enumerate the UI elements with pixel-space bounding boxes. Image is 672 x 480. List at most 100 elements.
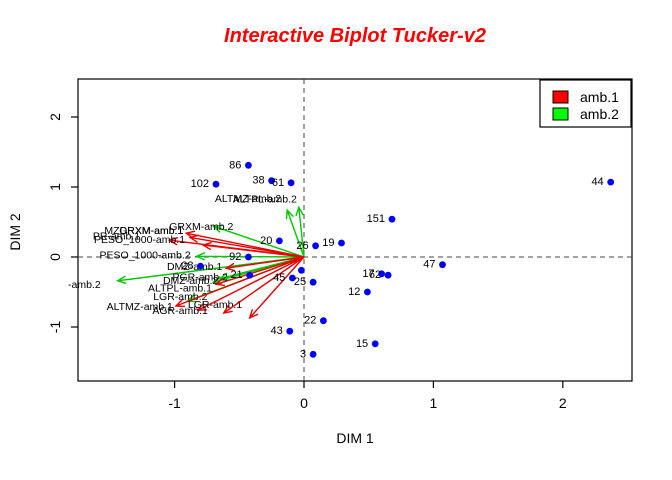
arrow-label: PESO_1000-amb.2 bbox=[100, 249, 191, 261]
data-point bbox=[246, 271, 254, 279]
point-label: 26 bbox=[296, 240, 308, 252]
arrowhead-icon bbox=[222, 304, 233, 314]
arrow-label: DMZ-amb.1 bbox=[167, 261, 223, 273]
biplot-arrow bbox=[286, 209, 305, 258]
y-tick-label: 0 bbox=[47, 253, 63, 261]
data-point bbox=[388, 215, 396, 223]
point-label: 86 bbox=[229, 159, 241, 171]
point-label: 62 bbox=[369, 269, 381, 281]
arrow-label: ALTPL-amb.1 bbox=[148, 282, 212, 294]
legend-swatch-amb1 bbox=[552, 90, 569, 104]
arrow-label: ALTPL-amb.2 bbox=[233, 193, 297, 205]
data-point bbox=[439, 261, 446, 269]
arrowhead-icon bbox=[201, 241, 212, 251]
arrowhead-icon bbox=[218, 272, 229, 281]
data-point bbox=[298, 266, 305, 274]
biplot-arrow bbox=[223, 256, 305, 314]
point-label: 19 bbox=[322, 237, 334, 249]
arrow-label: MZDRXM-amb.1 bbox=[104, 225, 183, 237]
x-tick-label: -1 bbox=[168, 395, 181, 411]
arrow-label: PGR-amb.2 bbox=[172, 272, 228, 284]
arrow-label: PESO_1000-amb.1 bbox=[94, 234, 185, 246]
point-label: 44 bbox=[591, 176, 603, 188]
data-point bbox=[287, 179, 295, 187]
data-point bbox=[245, 253, 252, 261]
data-point bbox=[309, 350, 317, 358]
arrow-label: -amb.2 bbox=[68, 279, 101, 291]
arrowhead-icon bbox=[214, 277, 225, 287]
arrowhead-icon bbox=[167, 236, 179, 246]
x-tick-label: 0 bbox=[300, 395, 308, 411]
data-point bbox=[309, 278, 317, 286]
data-point bbox=[289, 274, 296, 282]
point-label: 61 bbox=[272, 177, 284, 189]
data-point bbox=[384, 271, 392, 279]
data-point bbox=[607, 178, 615, 186]
data-point bbox=[197, 262, 204, 270]
biplot-arrow bbox=[213, 225, 305, 258]
x-tick-label: 2 bbox=[559, 395, 567, 411]
point-label: 17 bbox=[362, 268, 374, 280]
arrow-label: DMZ-amb.2 bbox=[163, 275, 219, 287]
plot-content: -1 0 1 2-1012GRXM-amb.2ALTMZ-amb.2ALTPL-amb… bbox=[47, 79, 632, 411]
arrowhead-icon bbox=[224, 262, 236, 272]
y-tick-label: -1 bbox=[47, 321, 63, 334]
arrow-label: LGR-amb.2 bbox=[153, 291, 207, 303]
arrow-label: LGR-amb.1 bbox=[188, 299, 242, 311]
biplot-arrow bbox=[197, 256, 305, 311]
y-axis-title: DIM 2 bbox=[7, 213, 23, 251]
biplot-arrow bbox=[202, 244, 305, 258]
point-label: 45 bbox=[273, 272, 285, 284]
legend-label-amb2: amb.2 bbox=[580, 106, 619, 122]
point-label: 20 bbox=[260, 235, 272, 247]
legend-swatch-amb2 bbox=[552, 107, 569, 121]
arrowhead-icon bbox=[196, 302, 207, 311]
arrowhead-icon bbox=[285, 208, 294, 220]
data-point bbox=[312, 242, 319, 250]
legend-label-amb1: amb.1 bbox=[580, 89, 619, 105]
plot-border bbox=[77, 78, 633, 382]
point-label: 92 bbox=[229, 251, 241, 263]
arrowhead-icon bbox=[248, 309, 259, 320]
arrow-label: ALTMZ-amb.1 bbox=[107, 301, 173, 313]
point-label: 38 bbox=[252, 175, 264, 187]
biplot-arrow bbox=[249, 256, 305, 319]
arrowhead-icon bbox=[174, 299, 185, 308]
point-label: 151 bbox=[367, 213, 385, 225]
y-tick-label: 1 bbox=[47, 183, 63, 191]
point-label: 25 bbox=[294, 276, 306, 288]
point-label: 102 bbox=[191, 178, 209, 190]
arrowhead-icon bbox=[295, 205, 304, 217]
arrow-label: AGR-amb.1 bbox=[152, 305, 208, 317]
data-point bbox=[212, 180, 220, 188]
y-tick-label: 2 bbox=[47, 113, 63, 121]
biplot-arrow bbox=[175, 256, 305, 307]
point-label: 43 bbox=[271, 325, 283, 337]
arrow-label: GRXM-amb.1 bbox=[119, 225, 183, 237]
biplot-arrow bbox=[215, 256, 305, 285]
plot-title: Interactive Biplot Tucker-v2 bbox=[224, 25, 486, 47]
point-label: 12 bbox=[348, 286, 360, 298]
arrow-label: PR-amb.1 bbox=[93, 230, 140, 242]
point-label: 47 bbox=[423, 259, 435, 271]
arrowhead-icon bbox=[211, 224, 223, 233]
data-point bbox=[276, 237, 283, 245]
legend: amb.1 amb.2 bbox=[539, 79, 632, 128]
point-label: 22 bbox=[304, 315, 316, 327]
arrow-label: GRXM-amb.2 bbox=[169, 221, 233, 233]
arrowhead-icon bbox=[116, 275, 127, 285]
point-label: 21 bbox=[230, 269, 242, 281]
data-point bbox=[378, 270, 385, 278]
arrowhead-icon bbox=[188, 234, 199, 243]
biplot-arrow bbox=[190, 236, 305, 258]
point-label: 28 bbox=[181, 260, 193, 272]
arrow-label: ALTMZ-amb.2 bbox=[215, 193, 281, 205]
point-label: 15 bbox=[356, 338, 368, 350]
arrowhead-icon bbox=[194, 252, 206, 261]
data-point bbox=[286, 327, 294, 335]
data-point bbox=[364, 288, 371, 296]
data-point bbox=[245, 161, 252, 169]
biplot-arrow bbox=[226, 256, 305, 269]
